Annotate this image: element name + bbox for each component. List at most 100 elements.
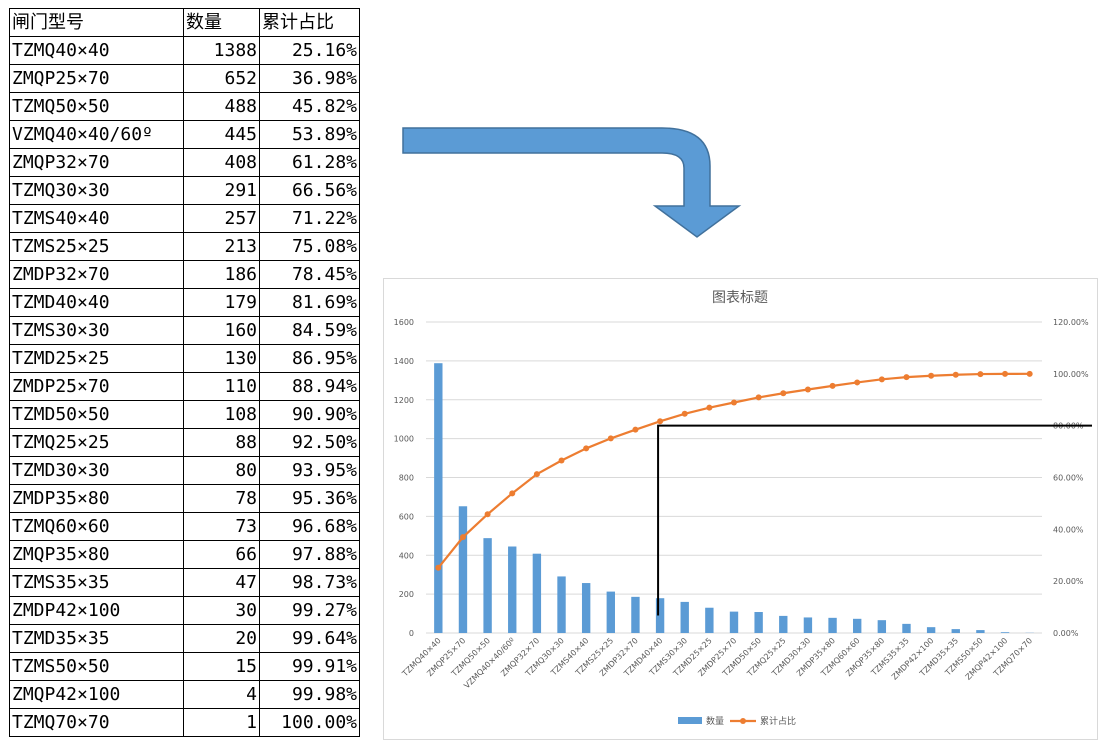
cell-quantity: 30 bbox=[183, 596, 260, 625]
cell-quantity: 78 bbox=[183, 484, 260, 513]
bar bbox=[680, 601, 689, 633]
line-series bbox=[435, 370, 1033, 571]
line-point bbox=[903, 374, 910, 381]
cell-quantity: 4 bbox=[183, 680, 260, 709]
bar bbox=[779, 615, 788, 633]
table-row: TZMD40×40 179 81.69% bbox=[9, 288, 360, 317]
arrow-svg bbox=[402, 127, 742, 238]
table-row: TZMS30×30 160 84.59% bbox=[9, 316, 360, 345]
line-point bbox=[1002, 370, 1009, 377]
cell-quantity: 186 bbox=[183, 260, 260, 289]
table-row: ZMQP32×70 408 61.28% bbox=[9, 148, 360, 177]
y-right-tick-label: 0.00% bbox=[1053, 629, 1079, 638]
cell-cumulative: 97.88% bbox=[259, 540, 360, 569]
cell-model: ZMDP35×80 bbox=[9, 484, 184, 513]
cell-cumulative: 99.98% bbox=[259, 680, 360, 709]
table-row: TZMD35×35 20 99.64% bbox=[9, 624, 360, 653]
cell-cumulative: 86.95% bbox=[259, 344, 360, 373]
cell-quantity: 291 bbox=[183, 176, 260, 205]
cell-cumulative: 78.45% bbox=[259, 260, 360, 289]
table-row: TZMS25×25 213 75.08% bbox=[9, 232, 360, 261]
bar bbox=[926, 627, 936, 633]
line-point bbox=[977, 371, 984, 378]
bar bbox=[434, 363, 443, 633]
table-row: TZMD30×30 80 93.95% bbox=[9, 456, 360, 485]
table-row: ZMDP35×80 78 95.36% bbox=[9, 484, 360, 513]
gridlines bbox=[426, 321, 1042, 634]
y-right-tick-label: 100.00% bbox=[1053, 370, 1089, 379]
table-body: TZMQ40×40 1388 25.16% ZMQP25×70 652 36.98% TZM… bbox=[9, 36, 360, 737]
legend: 数量 累计占比 bbox=[678, 715, 796, 727]
cell-model: TZMQ40×40 bbox=[9, 36, 184, 65]
chart-title: 图表标题 bbox=[712, 290, 768, 306]
bar bbox=[828, 617, 837, 633]
cell-quantity: 213 bbox=[183, 232, 260, 261]
cell-cumulative: 90.90% bbox=[259, 400, 360, 429]
table-row: TZMS50×50 15 99.91% bbox=[9, 652, 360, 681]
bar bbox=[483, 538, 492, 633]
cell-cumulative: 99.27% bbox=[259, 596, 360, 625]
cell-cumulative: 96.68% bbox=[259, 512, 360, 541]
cell-quantity: 88 bbox=[183, 428, 260, 457]
bar bbox=[729, 611, 739, 633]
pareto-chart: 图表标题 0 200 400 600 800 1000 1200 1400 1600 0.00%… bbox=[383, 278, 1098, 740]
line-point bbox=[558, 457, 565, 464]
cell-quantity: 160 bbox=[183, 316, 260, 345]
cell-model: TZMS25×25 bbox=[9, 232, 184, 261]
line-point bbox=[928, 372, 935, 379]
cell-model: TZMS30×30 bbox=[9, 316, 184, 345]
table-row: TZMQ40×40 1388 25.16% bbox=[9, 36, 360, 65]
cell-cumulative: 95.36% bbox=[259, 484, 360, 513]
chart-svg: 图表标题 0 200 400 600 800 1000 1200 1400 1600 0.00%… bbox=[394, 290, 1092, 727]
cell-quantity: 15 bbox=[183, 652, 260, 681]
table-row: ZMDP25×70 110 88.94% bbox=[9, 372, 360, 401]
y-right-tick-label: 40.00% bbox=[1053, 525, 1084, 534]
eighty-percent-threshold-line bbox=[657, 424, 1092, 616]
cell-model: TZMD35×35 bbox=[9, 624, 184, 653]
header-model: 闸门型号 bbox=[9, 8, 184, 37]
cell-model: TZMQ30×30 bbox=[9, 176, 184, 205]
cell-quantity: 445 bbox=[183, 120, 260, 149]
header-cumulative: 累计占比 bbox=[259, 8, 360, 37]
table-row: ZMDP42×100 30 99.27% bbox=[9, 596, 360, 625]
bar bbox=[557, 576, 566, 633]
y-left-tick-label: 1200 bbox=[394, 396, 414, 405]
bar bbox=[754, 612, 763, 633]
y-left-tick-label: 0 bbox=[409, 629, 414, 638]
cell-model: TZMQ60×60 bbox=[9, 512, 184, 541]
legend-marker-cumulative bbox=[740, 718, 746, 724]
y-axis-right-ticks: 0.00%20.00%40.00%60.00%80.00%100.00%120.… bbox=[1053, 318, 1089, 638]
cell-cumulative: 84.59% bbox=[259, 316, 360, 345]
threshold-annotation bbox=[657, 424, 1092, 616]
table-row: TZMS40×40 257 71.22% bbox=[9, 204, 360, 233]
table-row: TZMQ30×30 291 66.56% bbox=[9, 176, 360, 205]
table-row: TZMQ70×70 1 100.00% bbox=[9, 708, 360, 737]
line-point bbox=[829, 382, 836, 389]
cell-quantity: 179 bbox=[183, 288, 260, 317]
cell-quantity: 488 bbox=[183, 92, 260, 121]
y-right-tick-label: 20.00% bbox=[1053, 577, 1084, 586]
line-point bbox=[755, 394, 762, 401]
cell-model: TZMD30×30 bbox=[9, 456, 184, 485]
cell-model: ZMQP35×80 bbox=[9, 540, 184, 569]
cell-model: TZMD25×25 bbox=[9, 344, 184, 373]
curved-down-arrow-icon bbox=[400, 126, 745, 245]
bar bbox=[532, 553, 542, 633]
line-point bbox=[607, 435, 614, 442]
data-table-wrapper: 闸门型号 数量 累计占比 TZMQ40×40 1388 25.16% ZMQP25×7… bbox=[9, 8, 360, 737]
cell-quantity: 20 bbox=[183, 624, 260, 653]
cell-cumulative: 81.69% bbox=[259, 288, 360, 317]
cell-model: ZMQP32×70 bbox=[9, 148, 184, 177]
line-point bbox=[435, 564, 442, 571]
y-left-tick-label: 200 bbox=[399, 590, 414, 599]
line-point bbox=[533, 471, 540, 478]
y-right-tick-label: 120.00% bbox=[1053, 318, 1089, 327]
y-left-tick-label: 1600 bbox=[394, 318, 414, 327]
header-quantity: 数量 bbox=[183, 8, 260, 37]
cell-quantity: 652 bbox=[183, 64, 260, 93]
y-left-tick-label: 600 bbox=[399, 512, 414, 521]
cell-cumulative: 61.28% bbox=[259, 148, 360, 177]
line-point bbox=[804, 386, 811, 393]
line-point bbox=[731, 399, 737, 406]
cell-quantity: 257 bbox=[183, 204, 260, 233]
